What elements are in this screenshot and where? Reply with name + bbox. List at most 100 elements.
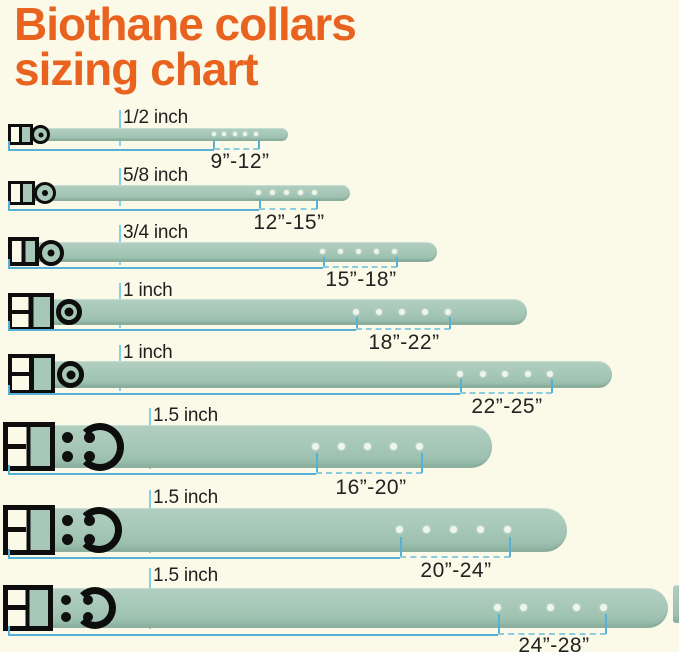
measure-tick (259, 199, 261, 209)
d-ring-icon (74, 587, 116, 629)
collar-hole (520, 604, 527, 611)
collar-hole (233, 132, 237, 136)
buckle-ring-icon (38, 240, 64, 266)
measure-dash-line (460, 392, 552, 394)
measure-tick (8, 259, 10, 267)
collar-hole (525, 371, 531, 377)
page-title: Biothane collars sizing chart (14, 1, 357, 95)
collar-hole (212, 132, 216, 136)
measure-line (8, 149, 214, 151)
measure-tick (400, 537, 402, 557)
collar-hole (396, 526, 403, 533)
buckle-icon (8, 293, 54, 331)
collar-hole (457, 371, 463, 377)
collar-hole (243, 132, 247, 136)
measure-dash-line (323, 266, 397, 268)
measure-tick (213, 140, 215, 149)
collar-strap (8, 128, 288, 141)
collar-size-label: 12”-15” (253, 211, 325, 234)
measure-tick (316, 453, 318, 473)
collar-hole (222, 132, 226, 136)
buckle-bar (8, 443, 27, 449)
measure-tick (8, 385, 10, 393)
collar-hole (312, 443, 319, 450)
collar-hole (399, 309, 405, 315)
rivet-icon (61, 595, 71, 605)
measure-tick (316, 199, 318, 209)
collar-size-label: 18”-22” (368, 331, 440, 354)
collar-width-label: 1 inch (123, 342, 173, 363)
ring-pin-icon (47, 249, 55, 257)
collar-strap (8, 242, 437, 262)
collar-hole (338, 443, 345, 450)
collar-hole (422, 309, 428, 315)
collar-hole (390, 443, 397, 450)
rivet-icon (61, 612, 71, 622)
collar-hole (504, 526, 511, 533)
measure-dash-line (356, 328, 450, 330)
d-ring-icon (76, 507, 122, 553)
collar-strap (8, 361, 612, 388)
buckle-bar (8, 605, 26, 610)
measure-tick (8, 549, 10, 557)
buckle-bar (12, 310, 29, 314)
measure-dash-line (214, 148, 259, 150)
measure-tick (8, 201, 10, 209)
collar-hole (392, 249, 397, 254)
buckle-icon (8, 237, 39, 266)
collar-hole (356, 249, 361, 254)
collar-width-label: 1 inch (123, 280, 173, 301)
collar-hole (312, 190, 317, 195)
collar-hole (573, 604, 580, 611)
collar-hole (364, 443, 371, 450)
measure-tick (258, 140, 260, 149)
collar-hole (338, 249, 343, 254)
ring-pin-icon (38, 132, 43, 137)
buckle-ring-icon (31, 125, 50, 144)
collar-size-label: 9”-12” (210, 150, 270, 173)
collar-strap (8, 588, 668, 628)
measure-tick (509, 537, 511, 557)
measure-tick (8, 141, 10, 149)
collar-size-label: 22”-25” (471, 395, 543, 418)
ring-pin-icon (64, 307, 74, 317)
collar-hole (600, 604, 607, 611)
collar-hole (374, 249, 379, 254)
collar-size-label: 15”-18” (325, 268, 397, 291)
collar-width-label: 1.5 inch (153, 405, 218, 426)
collar-hole (353, 309, 359, 315)
collar-hole (284, 190, 289, 195)
measure-tick (323, 257, 325, 267)
collar-size-label: 24”-28” (518, 634, 590, 652)
collar-hole (298, 190, 303, 195)
buckle-icon (3, 505, 55, 555)
page-title-line2: sizing chart (14, 43, 259, 95)
measure-tick (605, 614, 607, 634)
measure-tick (551, 379, 553, 393)
collar-hole (547, 371, 553, 377)
buckle-ring-icon (34, 182, 56, 204)
d-ring-icon (57, 361, 84, 388)
collar-hole (480, 371, 486, 377)
collar-hole (477, 526, 484, 533)
measure-line (8, 393, 460, 395)
collar-size-label: 20”-24” (420, 559, 492, 582)
measure-line (8, 329, 356, 331)
measure-tick (396, 257, 398, 267)
ring-pin-icon (42, 190, 48, 196)
buckle-icon (3, 585, 53, 631)
d-ring-icon (76, 423, 124, 471)
measure-dash-line (316, 472, 422, 474)
buckle-bar (8, 527, 27, 532)
collar-hole (450, 526, 457, 533)
strap-fragment (673, 585, 679, 623)
measure-line (8, 209, 259, 211)
measure-tick (421, 453, 423, 473)
measure-line (8, 267, 323, 269)
measure-line (8, 473, 316, 475)
rivet-icon (62, 451, 73, 462)
d-ring-icon (56, 299, 82, 325)
collar-strap (8, 299, 527, 325)
measure-tick (460, 379, 462, 393)
measure-line (8, 634, 498, 636)
